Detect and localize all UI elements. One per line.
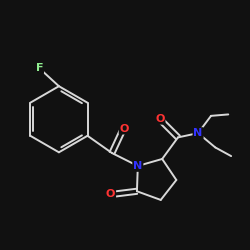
Text: O: O xyxy=(106,189,115,199)
Text: O: O xyxy=(155,114,164,124)
Text: F: F xyxy=(36,63,43,73)
Text: N: N xyxy=(133,161,142,171)
Text: N: N xyxy=(194,128,203,138)
Text: O: O xyxy=(120,124,129,134)
